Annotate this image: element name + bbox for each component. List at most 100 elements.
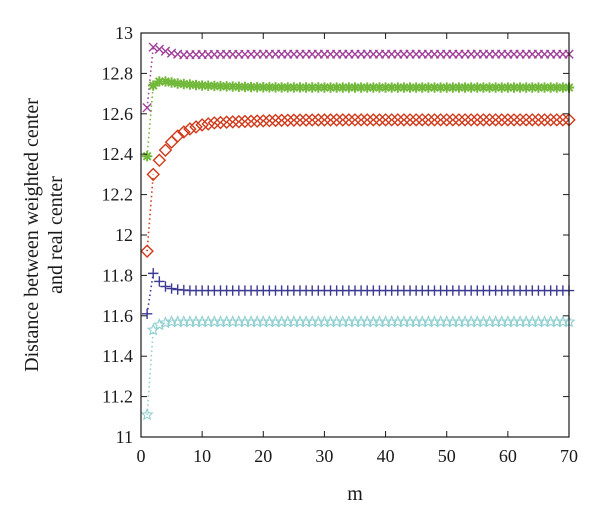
data-point-diamond bbox=[556, 113, 570, 127]
data-point-asterisk bbox=[251, 81, 263, 93]
data-point-diamond bbox=[488, 113, 503, 127]
data-point-diamond bbox=[170, 129, 185, 143]
data-point-asterisk bbox=[459, 82, 471, 93]
data-point-asterisk bbox=[245, 81, 257, 93]
x-tick-label: 30 bbox=[315, 446, 333, 466]
y-tick-label: 11.4 bbox=[102, 346, 133, 366]
data-point-x bbox=[154, 44, 165, 54]
data-point-plus bbox=[141, 308, 153, 319]
data-point-plus bbox=[166, 283, 177, 294]
data-point-asterisk bbox=[472, 82, 483, 93]
data-point-diamond bbox=[146, 167, 161, 182]
data-point-diamond bbox=[250, 114, 264, 128]
data-point-diamond bbox=[513, 113, 527, 127]
data-point-asterisk bbox=[276, 82, 287, 93]
x-tick-label: 10 bbox=[193, 446, 211, 466]
data-point-diamond bbox=[268, 113, 283, 128]
data-point-diamond bbox=[470, 113, 485, 127]
data-point-x bbox=[142, 103, 152, 113]
data-point-asterisk bbox=[148, 80, 159, 91]
data-point-diamond bbox=[433, 113, 448, 127]
data-point-diamond bbox=[348, 113, 362, 127]
data-point-diamond bbox=[427, 113, 442, 127]
data-point-diamond bbox=[329, 113, 344, 127]
data-point-asterisk bbox=[337, 82, 348, 93]
data-point-asterisk bbox=[349, 82, 361, 93]
data-point-diamond bbox=[225, 115, 240, 129]
data-point-diamond bbox=[543, 113, 558, 127]
data-point-asterisk bbox=[380, 82, 391, 93]
data-point-asterisk bbox=[447, 82, 459, 93]
data-point-asterisk bbox=[429, 82, 440, 93]
data-point-diamond bbox=[287, 113, 301, 127]
data-point-asterisk bbox=[203, 80, 214, 91]
data-point-asterisk bbox=[190, 79, 202, 91]
data-point-diamond bbox=[342, 113, 356, 127]
series-connector bbox=[146, 174, 155, 252]
data-point-diamond bbox=[354, 113, 368, 127]
data-point-asterisk bbox=[521, 82, 532, 93]
data-point-asterisk bbox=[484, 82, 495, 93]
data-point-diamond bbox=[415, 113, 430, 127]
plot-area bbox=[140, 42, 576, 421]
data-point-diamond bbox=[519, 113, 533, 127]
data-point-diamond bbox=[195, 118, 209, 132]
data-point-asterisk bbox=[490, 82, 501, 93]
series-connector bbox=[146, 47, 155, 108]
data-point-asterisk bbox=[288, 82, 300, 93]
y-tick-label: 11.8 bbox=[102, 265, 133, 285]
data-point-asterisk bbox=[300, 82, 312, 93]
data-point-asterisk bbox=[355, 82, 367, 93]
series-x bbox=[142, 42, 574, 113]
y-tick-label: 11 bbox=[116, 427, 133, 447]
data-point-asterisk bbox=[233, 81, 245, 92]
data-point-asterisk bbox=[368, 82, 379, 93]
series-connector bbox=[146, 85, 155, 157]
data-point-diamond bbox=[311, 113, 326, 127]
data-point-asterisk bbox=[386, 82, 397, 93]
data-point-asterisk bbox=[196, 80, 208, 91]
y-tick-label: 11.6 bbox=[102, 306, 133, 326]
data-point-asterisk bbox=[313, 82, 324, 93]
data-point-asterisk bbox=[478, 82, 489, 93]
data-point-asterisk bbox=[141, 151, 153, 162]
data-point-asterisk bbox=[423, 82, 434, 93]
data-point-asterisk bbox=[227, 81, 238, 92]
data-point-star bbox=[140, 407, 154, 421]
data-point-diamond bbox=[232, 114, 246, 129]
series-diamond bbox=[140, 113, 576, 258]
data-point-diamond bbox=[323, 113, 338, 127]
data-point-diamond bbox=[531, 113, 546, 127]
data-point-diamond bbox=[152, 153, 167, 168]
y-axis-label-line-1: Distance between weighted center bbox=[21, 98, 43, 372]
data-point-asterisk bbox=[221, 81, 232, 92]
data-point-diamond bbox=[177, 125, 191, 139]
data-point-diamond bbox=[183, 122, 197, 136]
data-point-asterisk bbox=[404, 82, 416, 93]
data-point-asterisk bbox=[533, 82, 544, 93]
data-point-diamond bbox=[537, 113, 552, 127]
data-point-diamond bbox=[507, 113, 521, 127]
data-point-asterisk bbox=[392, 82, 403, 93]
y-tick-label: 12 bbox=[115, 225, 133, 245]
data-point-asterisk bbox=[398, 82, 410, 93]
data-point-asterisk bbox=[215, 80, 226, 92]
data-point-diamond bbox=[360, 113, 375, 127]
data-point-plus bbox=[154, 276, 165, 287]
data-point-diamond bbox=[549, 113, 564, 127]
data-point-asterisk bbox=[527, 82, 538, 93]
data-point-diamond bbox=[384, 113, 399, 127]
data-point-diamond bbox=[397, 113, 411, 127]
data-point-asterisk bbox=[282, 82, 293, 93]
data-point-asterisk bbox=[166, 77, 177, 88]
data-point-diamond bbox=[238, 114, 252, 129]
data-point-asterisk bbox=[417, 82, 428, 93]
data-point-diamond bbox=[317, 113, 332, 127]
data-point-plus bbox=[148, 268, 159, 279]
data-point-asterisk bbox=[453, 82, 465, 93]
y-tick-label: 11.2 bbox=[102, 387, 133, 407]
data-point-diamond bbox=[366, 113, 381, 127]
data-point-asterisk bbox=[294, 82, 306, 93]
data-point-asterisk bbox=[502, 82, 514, 93]
data-point-diamond bbox=[421, 113, 436, 127]
